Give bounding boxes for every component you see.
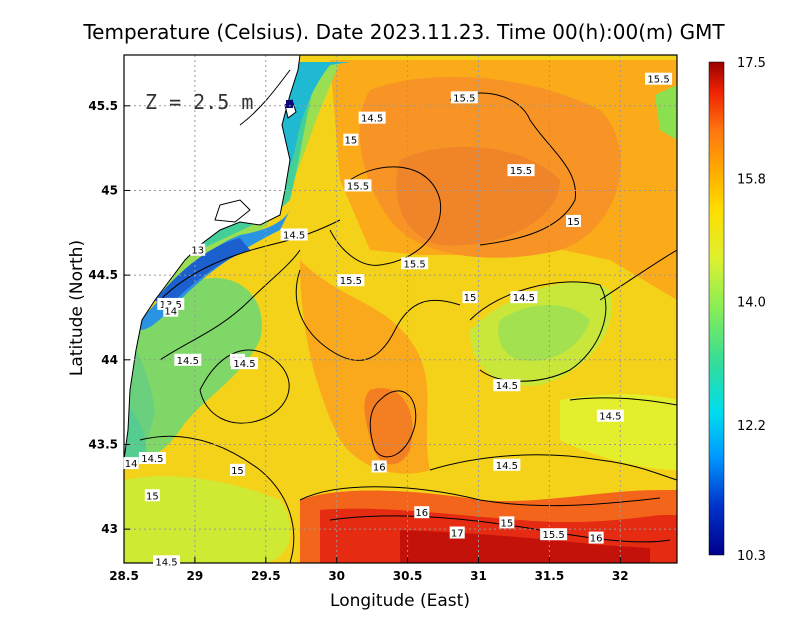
contour-label: 15.5 <box>340 276 362 287</box>
contour-label: 13 <box>191 246 204 257</box>
contour-label-bg <box>337 274 365 287</box>
contour-label: 14.5 <box>513 293 535 304</box>
colorbar-tick-label: 15.8 <box>737 172 766 187</box>
contour-label-bg <box>229 463 245 476</box>
contour-label-bg <box>462 291 478 304</box>
colorbar: 17.5 15.8 14.0 12.2 10.3 <box>708 56 766 564</box>
contour-label-bg <box>280 228 308 241</box>
depth-annotation: Z = 2.5 m <box>145 90 253 114</box>
contour-label: 15 <box>345 136 358 147</box>
contour-label-bg <box>493 379 521 392</box>
x-axis-label: Longitude (East) <box>330 591 470 611</box>
contour-label: 15 <box>146 491 159 502</box>
contour-label: 14.5 <box>233 359 255 370</box>
colorbar-tick-label: 10.3 <box>737 549 766 564</box>
contour-label: 15.5 <box>543 530 565 541</box>
grid-lines <box>124 55 677 563</box>
contour-label: 17 <box>451 529 464 540</box>
contour-label: 15 <box>464 293 477 304</box>
x-tick-label: 31.5 <box>535 569 565 583</box>
contour-label: 14.5 <box>155 557 177 568</box>
contour-labels: 15.515.514.51515.515.51514.51315.515.515… <box>123 72 673 568</box>
x-tick-label: 29.5 <box>251 569 281 583</box>
contour-label: 16 <box>373 462 386 473</box>
contour-label: 15.5 <box>647 75 669 86</box>
plot-frame <box>123 54 678 564</box>
contour-label: 16 <box>415 508 428 519</box>
contour-label: 14.5 <box>283 230 305 241</box>
x-tick-label: 28.5 <box>109 569 139 583</box>
x-tick-label: 30 <box>328 569 345 583</box>
contour-label-bg <box>565 214 581 227</box>
contour-label: 14 <box>125 459 138 470</box>
contour-lines <box>139 69 677 563</box>
contour-label: 15.5 <box>510 166 532 177</box>
colorbar-ticks: 17.5 15.8 14.0 12.2 10.3 <box>737 56 766 564</box>
contour-label-bg <box>231 357 259 370</box>
chart-title: Temperature (Celsius). Date 2023.11.23. … <box>82 20 725 44</box>
contour-label-bg <box>163 304 179 317</box>
contour-label: 14 <box>164 307 177 318</box>
contour-label-bg <box>510 291 538 304</box>
y-tick-label: 45 <box>101 183 118 197</box>
contour-label-bg <box>123 457 139 470</box>
contour-label-bg <box>414 506 430 519</box>
contour-label-bg <box>493 458 521 471</box>
y-tick-label: 43 <box>101 522 118 536</box>
x-tick-label: 32 <box>612 569 629 583</box>
contour-label: 15 <box>500 518 513 529</box>
contour-label-bg <box>343 133 359 146</box>
contour-label: 14.5 <box>496 381 518 392</box>
contour-label: 14.5 <box>599 412 621 423</box>
contour-label: 15.5 <box>347 181 369 192</box>
contour-label: 14.5 <box>496 461 518 472</box>
x-axis-ticks: 28.5 29 29.5 30 30.5 31 31.5 32 <box>109 557 629 583</box>
contour-label: 15 <box>231 466 244 477</box>
colorbar-tick-label: 14.0 <box>737 296 766 311</box>
contour-label-bg <box>540 528 568 541</box>
contour-label: 14.5 <box>141 454 163 465</box>
y-tick-label: 45.5 <box>88 99 118 113</box>
contour-label-bg <box>449 526 465 539</box>
contour-label-bg <box>499 516 515 529</box>
contour-label: 14.5 <box>361 114 383 125</box>
contour-label: 15.5 <box>404 259 426 270</box>
contour-label-bg <box>344 179 372 192</box>
x-tick-label: 31 <box>470 569 487 583</box>
contour-label-bg <box>174 353 202 366</box>
temperature-field <box>124 55 677 563</box>
y-tick-label: 44.5 <box>88 268 118 282</box>
contour-label-bg <box>507 164 535 177</box>
contour-label: 16 <box>590 534 603 545</box>
contour-label-bg <box>144 489 160 502</box>
y-tick-label: 43.5 <box>88 437 118 451</box>
contour-label: 14.5 <box>177 356 199 367</box>
contour-label-bg <box>450 91 478 104</box>
colorbar-tick-label: 12.2 <box>737 419 766 434</box>
contour-label: 15.5 <box>453 93 475 104</box>
x-tick-label: 30.5 <box>393 569 423 583</box>
contour-label-bg <box>596 409 624 422</box>
contour-label-bg <box>645 72 673 85</box>
contour-label-bg <box>138 452 166 465</box>
contour-label-bg <box>358 111 386 124</box>
y-axis-ticks: 43 43.5 44 44.5 45 45.5 <box>88 99 130 536</box>
colorbar-tick-label: 17.5 <box>737 56 766 71</box>
colorbar-gradient <box>708 61 725 556</box>
contour-label-bg <box>190 243 206 256</box>
contour-label-bg <box>401 257 429 270</box>
contour-label-bg <box>153 555 181 568</box>
contour-label-bg <box>588 531 604 544</box>
y-axis-label: Latitude (North) <box>67 240 87 376</box>
contour-label-bg <box>371 460 387 473</box>
contour-label: 15 <box>567 217 580 228</box>
x-tick-label: 29 <box>187 569 204 583</box>
y-tick-label: 44 <box>101 353 118 367</box>
